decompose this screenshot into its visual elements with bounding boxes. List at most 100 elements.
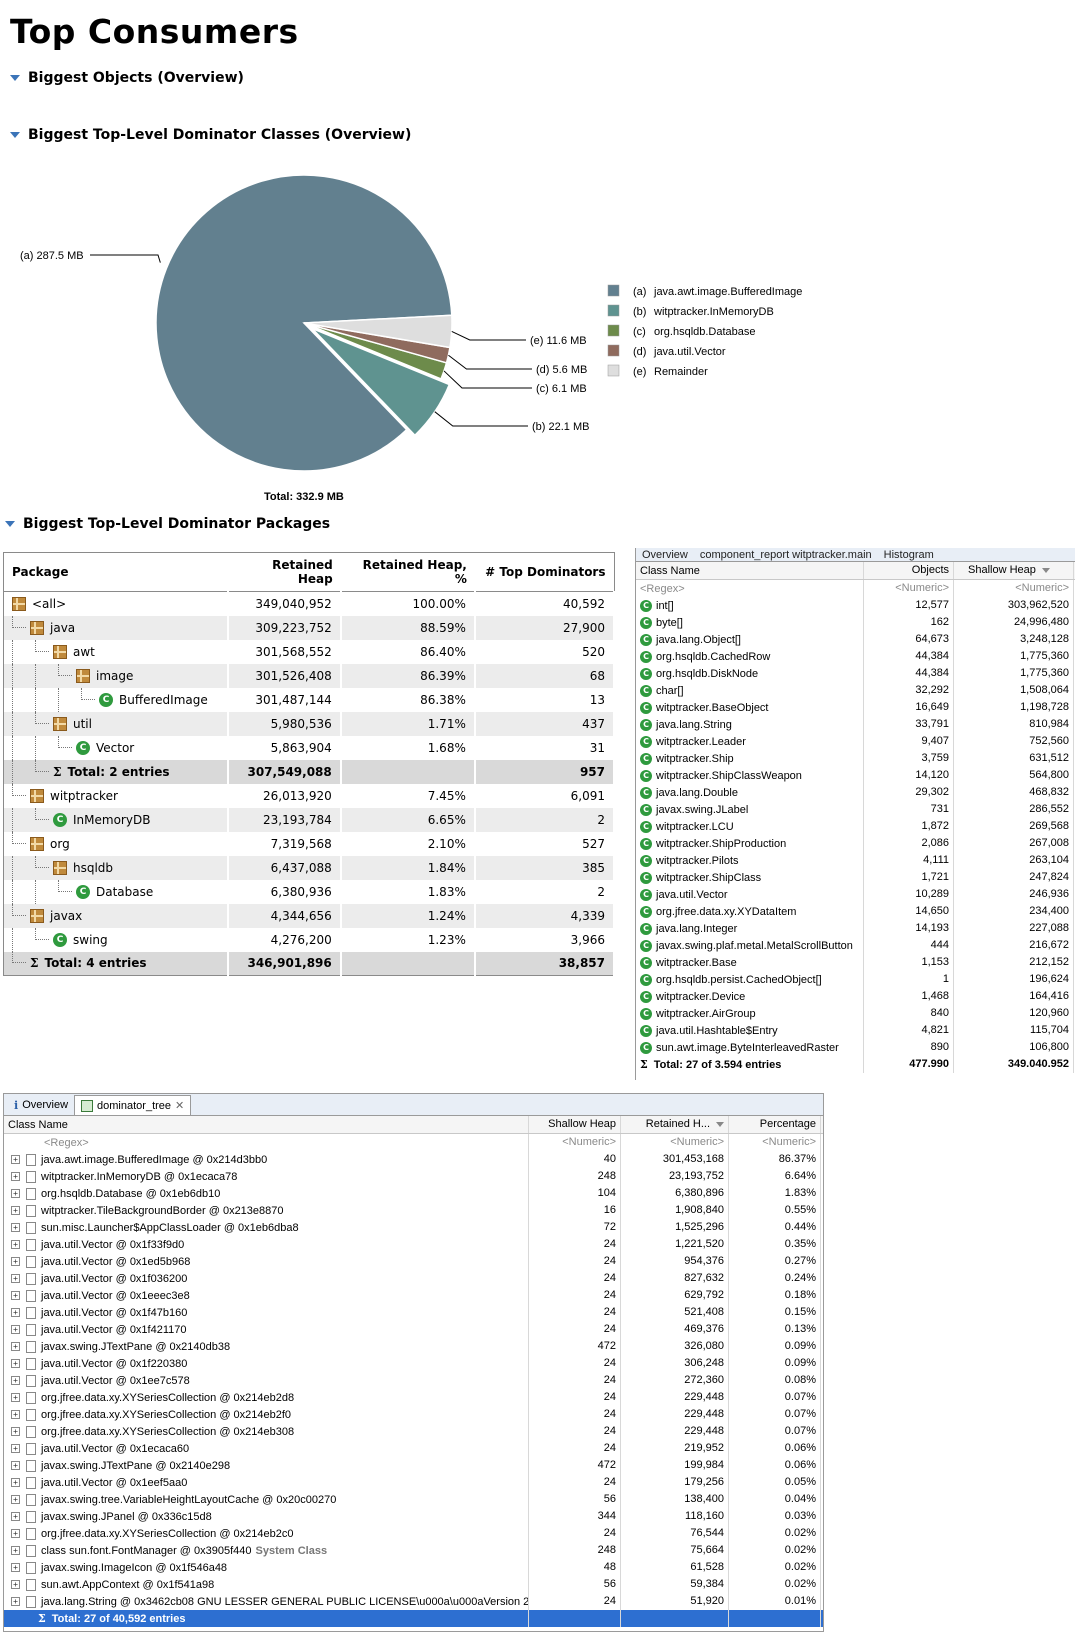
expand-icon[interactable]: + xyxy=(11,1546,20,1555)
expand-triangle-icon[interactable] xyxy=(10,75,20,81)
table-row[interactable]: + org.jfree.data.xy.XYSeriesCollection @ … xyxy=(4,1406,823,1423)
table-row[interactable]: + sun.awt.AppContext @ 0x1f541a98 56 59,384… xyxy=(4,1576,823,1593)
col-retained-heap-pct[interactable]: Retained Heap, % xyxy=(340,552,475,592)
table-row[interactable]: + java.util.Vector @ 0x1ecaca60 24 219,952 0… xyxy=(4,1440,823,1457)
table-row[interactable]: + class sun.font.FontManager @ 0x3905f440… xyxy=(4,1542,823,1559)
table-row[interactable]: + java.util.Vector @ 0x1f47b160 24 521,408 0… xyxy=(4,1304,823,1321)
expand-triangle-icon[interactable] xyxy=(5,521,15,527)
table-row[interactable]: + witptracker.InMemoryDB @ 0x1ecaca78 248 2… xyxy=(4,1168,823,1185)
numeric-filter[interactable]: <Numeric> xyxy=(729,1134,821,1151)
numeric-filter[interactable]: <Numeric> xyxy=(954,580,1074,597)
table-row[interactable]: witptracker 26,013,920 7.45% 6,091 xyxy=(3,783,616,808)
table-row[interactable]: + java.util.Vector @ 0x1f33f9d0 24 1,221,52… xyxy=(4,1236,823,1253)
table-row[interactable]: hsqldb 6,437,088 1.84% 385 xyxy=(3,855,616,880)
table-row[interactable]: + java.util.Vector @ 0x1eeec3e8 24 629,792 0… xyxy=(4,1287,823,1304)
table-row[interactable]: + java.util.Vector @ 0x1f421170 24 469,376 0… xyxy=(4,1321,823,1338)
expand-icon[interactable]: + xyxy=(11,1427,20,1436)
table-row[interactable]: + javax.swing.ImageIcon @ 0x1f546a48 48 61,… xyxy=(4,1559,823,1576)
table-row[interactable]: + org.jfree.data.xy.XYSeriesCollection @ … xyxy=(4,1423,823,1440)
col-retained-heap[interactable]: Retained Heap xyxy=(227,552,341,592)
col-shallow-heap[interactable]: Shallow Heap xyxy=(954,562,1074,579)
expand-icon[interactable]: + xyxy=(11,1444,20,1453)
table-row[interactable]: + java.lang.String @ 0x3462cb08 GNU LESSE… xyxy=(4,1593,823,1610)
tab-histogram[interactable]: Histogram xyxy=(883,549,934,561)
table-row[interactable]: + org.jfree.data.xy.XYSeriesCollection @ … xyxy=(4,1389,823,1406)
table-row[interactable]: <all> 349,040,952 100.00% 40,592 xyxy=(3,591,616,616)
table-row[interactable]: awt 301,568,552 86.40% 520 xyxy=(3,639,616,664)
expand-icon[interactable]: + xyxy=(11,1308,20,1317)
expand-icon[interactable]: + xyxy=(11,1172,20,1181)
col-objects[interactable]: Objects xyxy=(864,562,954,579)
expand-icon[interactable]: + xyxy=(11,1257,20,1266)
expand-icon[interactable]: + xyxy=(11,1512,20,1521)
tab-component-report[interactable]: component_report witptracker.main xyxy=(699,549,872,561)
regex-filter[interactable]: <Regex> xyxy=(4,1134,529,1151)
total-row[interactable]: Σ Total: 27 of 40,592 entries xyxy=(4,1610,823,1627)
numeric-filter[interactable]: <Numeric> xyxy=(864,580,954,597)
section-dominator-packages[interactable]: Biggest Top-Level Dominator Packages xyxy=(5,516,330,532)
table-row[interactable]: util 5,980,536 1.71% 437 xyxy=(3,711,616,736)
col-class-name[interactable]: Class Name xyxy=(636,562,864,579)
table-row[interactable]: + javax.swing.JTextPane @ 0x2140db38 472 32… xyxy=(4,1338,823,1355)
expand-icon[interactable]: + xyxy=(11,1495,20,1504)
table-row[interactable]: + javax.swing.JPanel @ 0x336c15d8 344 118,1… xyxy=(4,1508,823,1525)
expand-icon[interactable]: + xyxy=(11,1393,20,1402)
table-row[interactable]: C InMemoryDB 23,193,784 6.65% 2 xyxy=(3,807,616,832)
table-row[interactable]: javax 4,344,656 1.24% 4,339 xyxy=(3,903,616,928)
expand-icon[interactable]: + xyxy=(11,1223,20,1232)
expand-icon[interactable]: + xyxy=(11,1325,20,1334)
table-row[interactable]: java 309,223,752 88.59% 27,900 xyxy=(3,615,616,640)
table-row[interactable]: C Vector 5,863,904 1.68% 31 xyxy=(3,735,616,760)
table-row[interactable]: org 7,319,568 2.10% 527 xyxy=(3,831,616,856)
col-shallow-heap[interactable]: Shallow Heap xyxy=(529,1116,621,1133)
expand-icon[interactable]: + xyxy=(11,1461,20,1470)
table-row[interactable]: + javax.swing.tree.VariableHeightLayoutCa… xyxy=(4,1491,823,1508)
col-top-dominators[interactable]: # Top Dominators xyxy=(474,552,614,592)
col-retained-heap[interactable]: Retained H... xyxy=(621,1116,729,1133)
table-row[interactable]: + java.awt.image.BufferedImage @ 0x214d3b… xyxy=(4,1151,823,1168)
table-row[interactable]: image 301,526,408 86.39% 68 xyxy=(3,663,616,688)
expand-icon[interactable]: + xyxy=(11,1342,20,1351)
numeric-filter[interactable]: <Numeric> xyxy=(621,1134,729,1151)
table-row[interactable]: + sun.misc.Launcher$AppClassLoader @ 0x1e… xyxy=(4,1219,823,1236)
expand-icon[interactable]: + xyxy=(11,1563,20,1572)
expand-icon[interactable]: + xyxy=(11,1291,20,1300)
expand-triangle-icon[interactable] xyxy=(10,132,20,138)
expand-icon[interactable]: + xyxy=(11,1478,20,1487)
table-row[interactable]: C BufferedImage 301,487,144 86.38% 13 xyxy=(3,687,616,712)
numeric-filter[interactable]: <Numeric> xyxy=(529,1134,621,1151)
section-dominator-classes[interactable]: Biggest Top-Level Dominator Classes (Ove… xyxy=(10,127,411,143)
expand-icon[interactable]: + xyxy=(11,1155,20,1164)
table-row[interactable]: + java.util.Vector @ 0x1f220380 24 306,248 0… xyxy=(4,1355,823,1372)
col-package[interactable]: Package xyxy=(3,552,228,592)
section-biggest-objects[interactable]: Biggest Objects (Overview) xyxy=(10,70,244,86)
col-percentage[interactable]: Percentage xyxy=(729,1116,821,1133)
